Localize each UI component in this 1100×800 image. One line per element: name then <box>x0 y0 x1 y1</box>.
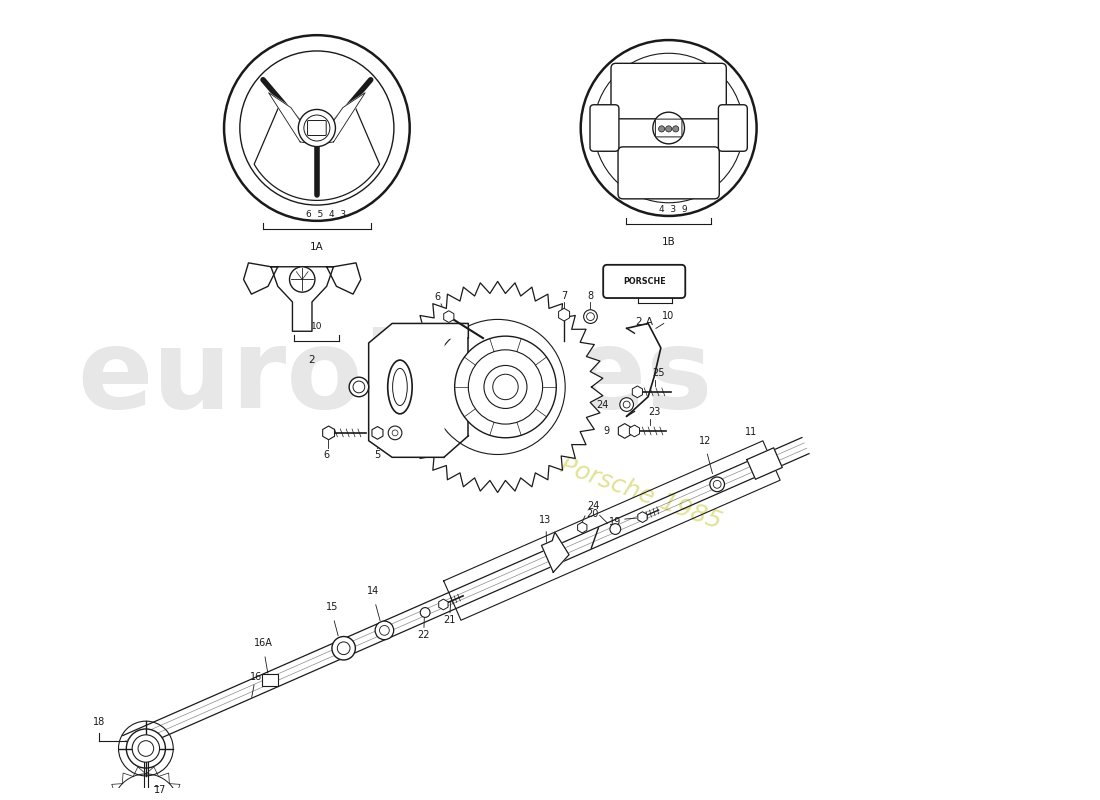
Polygon shape <box>747 448 782 479</box>
Circle shape <box>126 729 165 768</box>
Polygon shape <box>271 266 333 331</box>
Text: 16: 16 <box>250 672 262 682</box>
FancyBboxPatch shape <box>656 119 682 137</box>
Polygon shape <box>243 263 278 294</box>
Text: 2: 2 <box>309 354 316 365</box>
Text: 4  3  9: 4 3 9 <box>659 205 688 214</box>
Text: 9: 9 <box>603 426 609 436</box>
Circle shape <box>349 377 368 397</box>
Text: 19: 19 <box>608 517 622 527</box>
FancyBboxPatch shape <box>590 105 619 151</box>
Circle shape <box>609 524 620 534</box>
Polygon shape <box>254 100 380 200</box>
Text: 14: 14 <box>367 586 380 595</box>
Text: 13: 13 <box>539 515 551 525</box>
Circle shape <box>388 426 401 440</box>
Circle shape <box>289 266 315 292</box>
Circle shape <box>420 608 430 618</box>
Polygon shape <box>368 323 469 458</box>
Text: 18: 18 <box>92 717 106 727</box>
Circle shape <box>132 735 160 762</box>
Polygon shape <box>393 282 603 493</box>
Text: 22: 22 <box>417 630 429 639</box>
Text: 2 A: 2 A <box>636 317 652 326</box>
Circle shape <box>240 51 394 205</box>
Circle shape <box>484 366 527 409</box>
Text: 16A: 16A <box>254 638 273 648</box>
Text: 3: 3 <box>415 446 420 455</box>
Circle shape <box>375 621 394 640</box>
Text: a passion for Porsche 1985: a passion for Porsche 1985 <box>398 396 725 534</box>
Text: 6  5  4  3: 6 5 4 3 <box>306 210 346 219</box>
Circle shape <box>139 741 154 756</box>
Ellipse shape <box>387 360 412 414</box>
Circle shape <box>332 637 355 660</box>
FancyBboxPatch shape <box>610 63 726 119</box>
Circle shape <box>659 126 664 132</box>
Text: 25: 25 <box>652 368 666 378</box>
Polygon shape <box>268 93 317 145</box>
Circle shape <box>594 54 744 202</box>
Text: 12: 12 <box>700 436 712 446</box>
Text: 7: 7 <box>561 291 568 301</box>
Polygon shape <box>317 93 365 145</box>
Circle shape <box>454 336 557 438</box>
Circle shape <box>672 126 679 132</box>
Text: 5: 5 <box>374 450 381 461</box>
Text: PORSCHE: PORSCHE <box>623 277 666 286</box>
Text: 24: 24 <box>596 399 609 410</box>
Circle shape <box>619 398 634 411</box>
Polygon shape <box>327 263 361 294</box>
Circle shape <box>469 350 542 424</box>
Circle shape <box>584 310 597 323</box>
Text: 20: 20 <box>586 509 598 519</box>
Circle shape <box>298 110 336 146</box>
Polygon shape <box>541 532 569 572</box>
Text: 10: 10 <box>661 310 674 321</box>
Text: 21: 21 <box>443 615 455 625</box>
Text: 15: 15 <box>326 602 338 612</box>
Text: 6: 6 <box>323 450 330 461</box>
Text: 11: 11 <box>745 427 757 438</box>
Text: 8: 8 <box>587 291 594 301</box>
Circle shape <box>392 430 398 436</box>
Text: 10: 10 <box>649 285 661 294</box>
FancyBboxPatch shape <box>618 147 719 199</box>
FancyBboxPatch shape <box>603 265 685 298</box>
FancyBboxPatch shape <box>262 674 278 686</box>
Text: 1B: 1B <box>662 238 675 247</box>
FancyBboxPatch shape <box>308 121 327 135</box>
FancyBboxPatch shape <box>718 105 747 151</box>
Circle shape <box>493 374 518 400</box>
Text: 10: 10 <box>311 322 322 331</box>
Text: 17: 17 <box>154 785 167 794</box>
Text: euroPares: euroPares <box>77 324 713 430</box>
Circle shape <box>710 477 725 492</box>
Polygon shape <box>143 743 148 800</box>
Circle shape <box>652 112 684 144</box>
Text: 1A: 1A <box>310 242 323 252</box>
Circle shape <box>430 319 565 454</box>
Text: 6: 6 <box>434 292 440 302</box>
Text: 24: 24 <box>587 502 600 511</box>
Circle shape <box>666 126 672 132</box>
Text: 23: 23 <box>648 407 660 418</box>
Text: 4: 4 <box>392 450 398 461</box>
